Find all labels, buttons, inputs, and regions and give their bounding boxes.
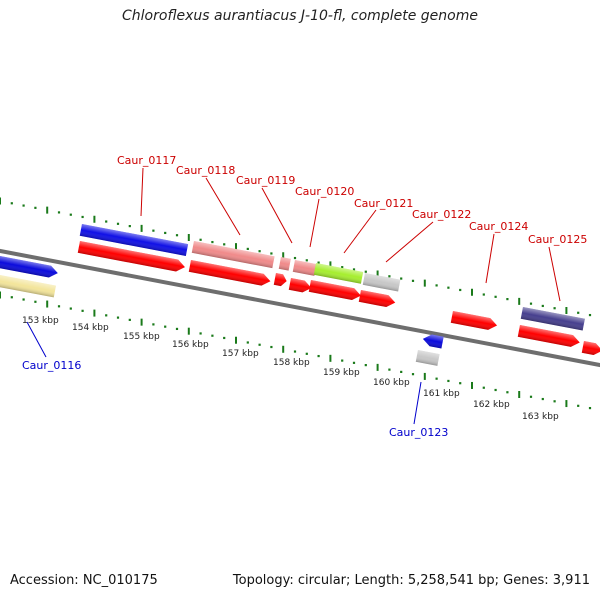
cds-caur-0124-shade xyxy=(450,311,498,330)
genome-backbone xyxy=(0,248,600,368)
cds-caur-0118-shade xyxy=(188,260,271,286)
outer-tick-ring xyxy=(0,197,592,317)
tick-label: 160 kbp xyxy=(373,378,410,388)
feature-caur-0117-block-shade xyxy=(79,224,189,256)
tick-label: 162 kbp xyxy=(473,400,510,410)
cds-caur-0117 xyxy=(77,241,185,272)
feature-caur-0125-block-shade xyxy=(520,307,585,331)
cds-caur-0124 xyxy=(450,311,498,330)
tick-label: 153 kbp xyxy=(22,316,59,326)
cds-caur-0118 xyxy=(188,260,271,286)
feature-caur-0118-block xyxy=(191,241,275,269)
cds-caur-0120 xyxy=(308,280,361,301)
cds-caur-0120-shade xyxy=(308,280,361,301)
leader-line-top xyxy=(343,209,377,254)
leader-line-top xyxy=(548,246,561,302)
tick-label: 154 kbp xyxy=(72,323,109,333)
feature-caur-0121-block xyxy=(362,273,401,292)
feature-caur-0117-block xyxy=(79,224,189,256)
tick-label: 159 kbp xyxy=(323,368,360,378)
feature-caur-0116-strand xyxy=(0,256,58,278)
feature-caur-0123-arrow xyxy=(422,334,444,349)
feature-caur-0123-block xyxy=(415,350,440,366)
feature-caur-0125-block xyxy=(520,307,585,331)
leader-line-top xyxy=(385,221,434,263)
feature-caur-0120a-block xyxy=(292,260,317,276)
gene-label-caur-0118: Caur_0118 xyxy=(176,164,235,177)
cds-caur-0126-shade xyxy=(581,341,600,356)
cds-caur-0125-shade xyxy=(517,325,580,347)
leader-line-top xyxy=(485,233,495,284)
leader-line-bottom xyxy=(26,321,47,358)
leader-line-bottom xyxy=(413,381,422,425)
gene-label-caur-0122: Caur_0122 xyxy=(412,208,471,221)
tick-label: 156 kbp xyxy=(172,340,209,350)
leader-line-top xyxy=(309,198,320,248)
cds-caur-0121-shade xyxy=(358,290,396,308)
cds-caur-0121 xyxy=(358,290,396,308)
gene-label-caur-0117: Caur_0117 xyxy=(117,154,176,167)
feature-caur-0116-block-shade xyxy=(0,275,56,298)
tick-label: 157 kbp xyxy=(222,349,259,359)
feature-caur-0120-block-shade xyxy=(313,263,364,284)
feature-caur-0123-arrow-shade xyxy=(422,334,444,349)
tick-label: 163 kbp xyxy=(522,412,559,422)
map-title: Chloroflexus aurantiacus J-10-fl, comple… xyxy=(122,8,478,24)
feature-caur-0119-block xyxy=(278,257,291,271)
genome-summary: Topology: circular; Length: 5,258,541 bp… xyxy=(232,573,590,588)
gene-label-caur-0123: Caur_0123 xyxy=(389,426,448,439)
inner-tick-ring xyxy=(0,291,592,410)
cds-caur-0125 xyxy=(517,325,580,347)
gene-label-caur-0116: Caur_0116 xyxy=(22,359,81,372)
gene-label-caur-0124: Caur_0124 xyxy=(469,220,528,233)
label-leaders xyxy=(26,167,561,425)
feature-caur-0123-block-shade xyxy=(415,350,440,366)
tick-label: 161 kbp xyxy=(423,389,460,399)
feature-caur-0121-block-shade xyxy=(362,273,401,292)
leader-line-top xyxy=(205,177,241,236)
cds-caur-0120a-shade xyxy=(288,278,312,293)
feature-caur-0116-strand-shade xyxy=(0,256,58,278)
cds-caur-0119 xyxy=(273,273,287,287)
gene-label-caur-0120: Caur_0120 xyxy=(295,185,354,198)
cds-caur-0126 xyxy=(581,341,600,356)
feature-caur-0120a-block-shade xyxy=(292,260,317,276)
cds-caur-0119-shade xyxy=(273,273,287,287)
tick-label: 155 kbp xyxy=(123,332,160,342)
leader-line-top xyxy=(140,167,144,217)
feature-caur-0116-block xyxy=(0,275,56,298)
feature-track xyxy=(0,224,600,366)
gene-label-caur-0121: Caur_0121 xyxy=(354,197,413,210)
cds-caur-0120a xyxy=(288,278,312,293)
cds-caur-0117-shade xyxy=(77,241,185,272)
gene-label-caur-0125: Caur_0125 xyxy=(528,233,587,246)
tick-label: 158 kbp xyxy=(273,358,310,368)
feature-caur-0119-block-shade xyxy=(278,257,291,271)
accession-label: Accession: NC_010175 xyxy=(10,573,158,588)
feature-caur-0118-block-shade xyxy=(191,241,275,269)
feature-caur-0120-block xyxy=(313,263,364,284)
leader-line-top xyxy=(261,187,293,244)
gene-label-caur-0119: Caur_0119 xyxy=(236,174,295,187)
